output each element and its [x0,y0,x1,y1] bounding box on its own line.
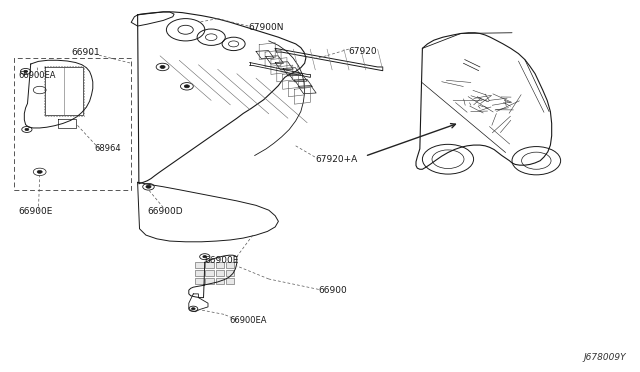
Bar [226,262,234,268]
Circle shape [37,170,42,173]
Bar [195,270,204,276]
Text: 66900EA: 66900EA [229,316,267,325]
Circle shape [160,65,165,68]
Text: J678009Y: J678009Y [583,353,626,362]
Bar [14,58,131,190]
Text: 66900EA: 66900EA [18,71,56,80]
Text: 66900: 66900 [319,286,348,295]
Bar [216,270,224,276]
Text: 67900N: 67900N [248,23,284,32]
Circle shape [25,128,29,131]
Text: 66900E: 66900E [205,256,239,265]
Text: 68964: 68964 [95,144,122,153]
Bar [195,262,204,268]
Circle shape [203,256,207,258]
Bar [205,270,214,276]
Bar [205,262,214,268]
Text: 66900D: 66900D [147,207,183,216]
Bar [205,278,214,284]
Text: 67920: 67920 [349,47,378,56]
Circle shape [191,308,195,310]
Text: 66900E: 66900E [18,207,52,216]
Bar [226,270,234,276]
Bar [216,278,224,284]
Text: 66901: 66901 [72,48,100,57]
Circle shape [146,185,151,188]
Bar [195,278,204,284]
Text: 67920+A: 67920+A [315,155,357,164]
Bar [216,262,224,268]
Circle shape [184,85,189,88]
Bar [226,278,234,284]
Circle shape [24,70,28,73]
